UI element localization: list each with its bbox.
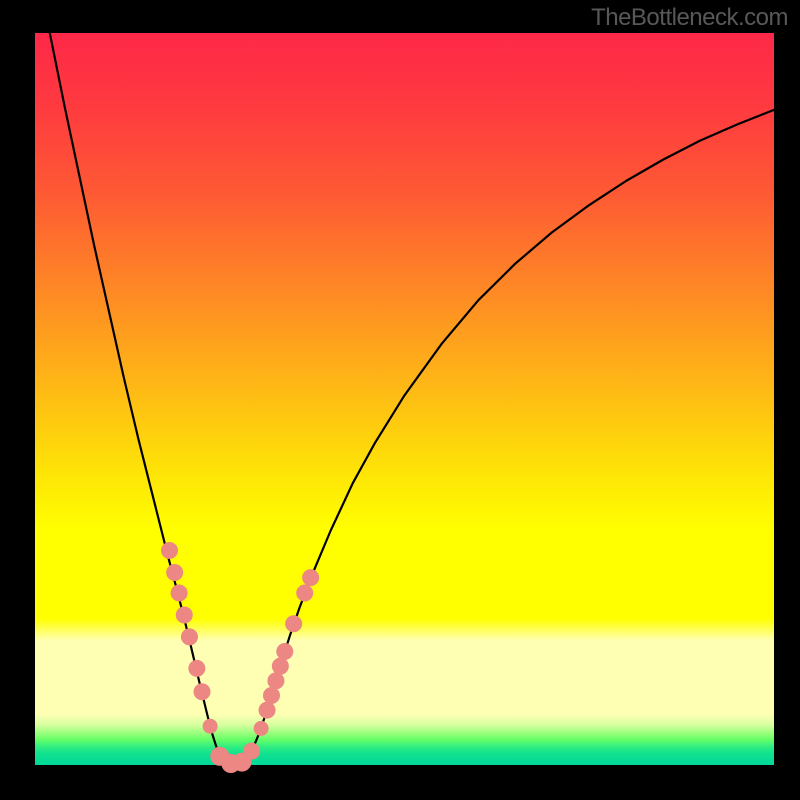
plot-background: [35, 33, 774, 765]
data-point: [297, 585, 313, 601]
data-point: [254, 721, 268, 735]
data-point: [181, 629, 197, 645]
chart-container: TheBottleneck.com: [0, 0, 800, 800]
data-point: [176, 607, 192, 623]
data-point: [203, 719, 217, 733]
data-point: [244, 743, 260, 759]
watermark-text: TheBottleneck.com: [591, 4, 788, 32]
data-point: [268, 673, 284, 689]
data-point: [263, 687, 279, 703]
chart-svg: [0, 0, 800, 800]
data-point: [189, 660, 205, 676]
data-point: [277, 644, 293, 660]
data-point: [162, 543, 178, 559]
data-point: [194, 684, 210, 700]
data-point: [171, 585, 187, 601]
data-point: [286, 616, 302, 632]
data-point: [259, 702, 275, 718]
data-point: [303, 570, 319, 586]
data-point: [272, 658, 288, 674]
data-point: [167, 564, 183, 580]
